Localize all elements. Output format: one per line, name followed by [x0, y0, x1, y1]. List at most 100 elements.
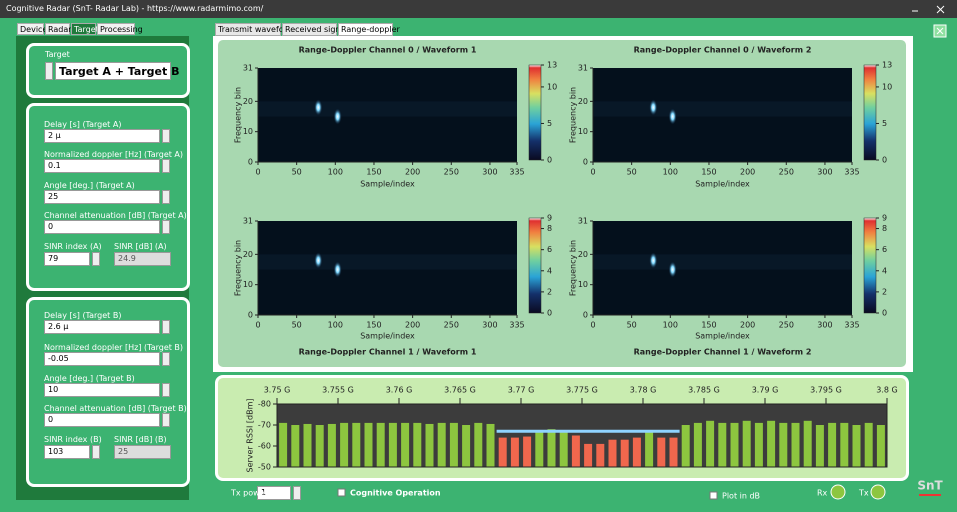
- spinner[interactable]: [162, 220, 170, 234]
- spinner[interactable]: [45, 62, 53, 80]
- y-axis-label: Frequency bin: [234, 87, 243, 143]
- spinner[interactable]: [162, 129, 170, 143]
- x-tick-label: 150: [366, 321, 381, 330]
- heatmap-band: [593, 254, 852, 270]
- bar: [730, 422, 739, 467]
- y-tick-label: -60: [258, 442, 271, 451]
- y-tick-label: 20: [578, 250, 588, 259]
- colorbar: [863, 217, 877, 314]
- sinr-readonly: 25: [114, 445, 171, 459]
- bar: [669, 437, 678, 467]
- x-tick-label: 300: [482, 321, 497, 330]
- x-tick-label: 50: [292, 321, 302, 330]
- bar: [474, 422, 483, 467]
- plot-tab[interactable]: Transmit waveform: [215, 23, 295, 36]
- spinner[interactable]: [162, 413, 170, 427]
- y-tick-label: 0: [248, 311, 253, 320]
- bar: [364, 422, 373, 467]
- y-tick-label: -80: [258, 400, 271, 409]
- label: Target: [45, 50, 70, 59]
- spinner[interactable]: [162, 383, 170, 397]
- bar: [791, 422, 800, 467]
- plot-tab[interactable]: Received signal: [282, 23, 348, 36]
- x-tick-label: 50: [627, 321, 637, 330]
- bar: [815, 425, 824, 467]
- select[interactable]: Target A + Target B: [55, 62, 179, 80]
- heatmap-peak: [649, 252, 658, 269]
- spinner[interactable]: [92, 252, 100, 266]
- bar: [279, 422, 288, 467]
- spinner[interactable]: [162, 352, 170, 366]
- field-input[interactable]: 0: [44, 220, 160, 234]
- field-label: Normalized doppler [Hz] (Target B): [44, 343, 184, 352]
- plot-frame: [276, 403, 888, 468]
- x-tick-label: 0: [590, 321, 595, 330]
- heatmap-band: [593, 101, 852, 117]
- x-tick-label: 3.78 G: [630, 386, 657, 395]
- bar: [706, 420, 715, 467]
- spinner[interactable]: [162, 190, 170, 204]
- heatmap-peak: [333, 108, 342, 125]
- bar: [693, 422, 702, 467]
- colorbar-tick-label: 10: [882, 82, 892, 91]
- left-tab[interactable]: Processing: [97, 23, 143, 35]
- bar: [315, 425, 324, 467]
- x-tick-label: 250: [444, 168, 459, 177]
- x-tick-label: 200: [405, 321, 420, 330]
- cognitive-checkbox[interactable]: [337, 488, 346, 497]
- bar: [523, 436, 532, 467]
- sinr-input[interactable]: 103: [44, 445, 90, 459]
- heatmap-peak: [314, 99, 323, 116]
- x-tick-label: 250: [444, 321, 459, 330]
- field-input[interactable]: 2.6 μ: [44, 320, 160, 334]
- x-tick-label: 0: [590, 168, 595, 177]
- x-tick-label: 3.77 G: [508, 386, 535, 395]
- x-tick-label: 3.785 G: [688, 386, 720, 395]
- x-tick-label: 100: [663, 168, 678, 177]
- field-input[interactable]: -0.05: [44, 352, 160, 366]
- bar: [352, 422, 361, 467]
- bar: [437, 422, 446, 467]
- plot-db-checkbox[interactable]: [709, 491, 718, 500]
- colorbar-tick-label: 9: [547, 214, 552, 223]
- bar: [779, 422, 788, 467]
- y-tick-label: 31: [243, 217, 253, 226]
- field-input[interactable]: 0: [44, 413, 160, 427]
- heatmap-title: Range-Doppler Channel 0 / Waveform 1: [299, 46, 477, 55]
- y-tick-label: 31: [578, 217, 588, 226]
- x-tick-label: 50: [627, 168, 637, 177]
- spinner[interactable]: [162, 159, 170, 173]
- field-input[interactable]: 0.1: [44, 159, 160, 173]
- sinr-input[interactable]: 79: [44, 252, 90, 266]
- colorbar-tick-label: 2: [882, 287, 887, 296]
- bar: [608, 439, 617, 467]
- bar: [547, 429, 556, 467]
- colorbar: [863, 64, 877, 161]
- bar: [620, 439, 629, 467]
- x-tick-label: 100: [328, 321, 343, 330]
- field-input[interactable]: 10: [44, 383, 160, 397]
- plot-tab[interactable]: Range-doppler: [338, 23, 400, 36]
- y-tick-label: 20: [243, 97, 253, 106]
- x-tick-label: 100: [328, 168, 343, 177]
- left-tab[interactable]: Target: [71, 23, 99, 35]
- close-icon[interactable]: [936, 5, 945, 14]
- spinner[interactable]: [293, 486, 301, 500]
- tx-power-input[interactable]: 1: [257, 486, 291, 500]
- colorbar: [528, 217, 542, 314]
- spinner[interactable]: [162, 320, 170, 334]
- panel-close[interactable]: [933, 24, 947, 38]
- colorbar-tick-label: 2: [547, 287, 552, 296]
- left-tab[interactable]: Device: [17, 23, 47, 35]
- x-tick-label: 0: [255, 168, 260, 177]
- bar: [498, 437, 507, 467]
- x-tick-label: 150: [701, 168, 716, 177]
- bar: [425, 423, 434, 467]
- y-tick-label: 31: [578, 64, 588, 73]
- field-input[interactable]: 2 μ: [44, 129, 160, 143]
- spinner[interactable]: [92, 445, 100, 459]
- left-tab[interactable]: Radar: [45, 23, 72, 35]
- field-input[interactable]: 25: [44, 190, 160, 204]
- bar: [632, 437, 641, 467]
